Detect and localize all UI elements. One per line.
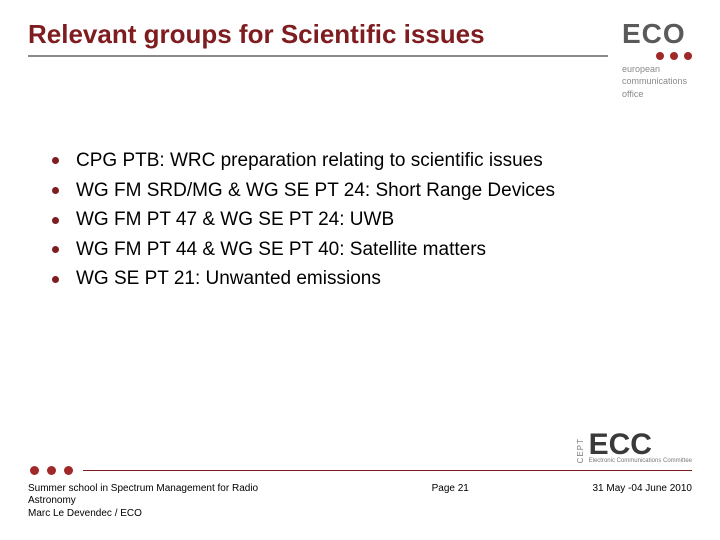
ecc-sub: Electronic Communications Committee (589, 458, 692, 464)
dot-icon (47, 466, 56, 475)
slide-body: CPG PTB: WRC preparation relating to sci… (0, 99, 720, 293)
bullet-item: WG SE PT 21: Unwanted emissions (48, 265, 672, 293)
eco-logo-text: ECO (622, 18, 686, 50)
eco-sub-3: office (622, 89, 643, 99)
ecc-logo-block: CEPT ECC Electronic Communications Commi… (576, 432, 692, 464)
eco-dots (656, 52, 692, 60)
dot-icon (64, 466, 73, 475)
eco-sub-1: european (622, 64, 660, 74)
bullet-item: WG FM SRD/MG & WG SE PT 24: Short Range … (48, 177, 672, 205)
slide-title: Relevant groups for Scientific issues (28, 18, 608, 57)
eco-sub-2: communications (622, 76, 687, 86)
bullet-item: CPG PTB: WRC preparation relating to sci… (48, 147, 672, 175)
footer-left-line1: Summer school in Spectrum Management for… (28, 483, 308, 508)
footer-rule (83, 470, 692, 471)
bullet-list: CPG PTB: WRC preparation relating to sci… (48, 147, 672, 293)
footer-left-line2: Marc Le Devendec / ECO (28, 508, 308, 521)
dot-icon (670, 52, 678, 60)
dot-icon (30, 466, 39, 475)
cept-label: CEPT (576, 438, 585, 463)
dot-icon (656, 52, 664, 60)
slide-footer: CEPT ECC Electronic Communications Commi… (0, 432, 720, 540)
bullet-item: WG FM PT 44 & WG SE PT 40: Satellite mat… (48, 236, 672, 264)
footer-page: Page 21 (432, 483, 469, 496)
dot-icon (684, 52, 692, 60)
ecc-logo-text: ECC (589, 432, 692, 458)
eco-logo-block: ECO european communications office (622, 18, 692, 99)
footer-dots (28, 466, 73, 475)
footer-left: Summer school in Spectrum Management for… (28, 483, 308, 521)
bullet-item: WG FM PT 47 & WG SE PT 24: UWB (48, 206, 672, 234)
footer-date: 31 May -04 June 2010 (592, 483, 692, 496)
